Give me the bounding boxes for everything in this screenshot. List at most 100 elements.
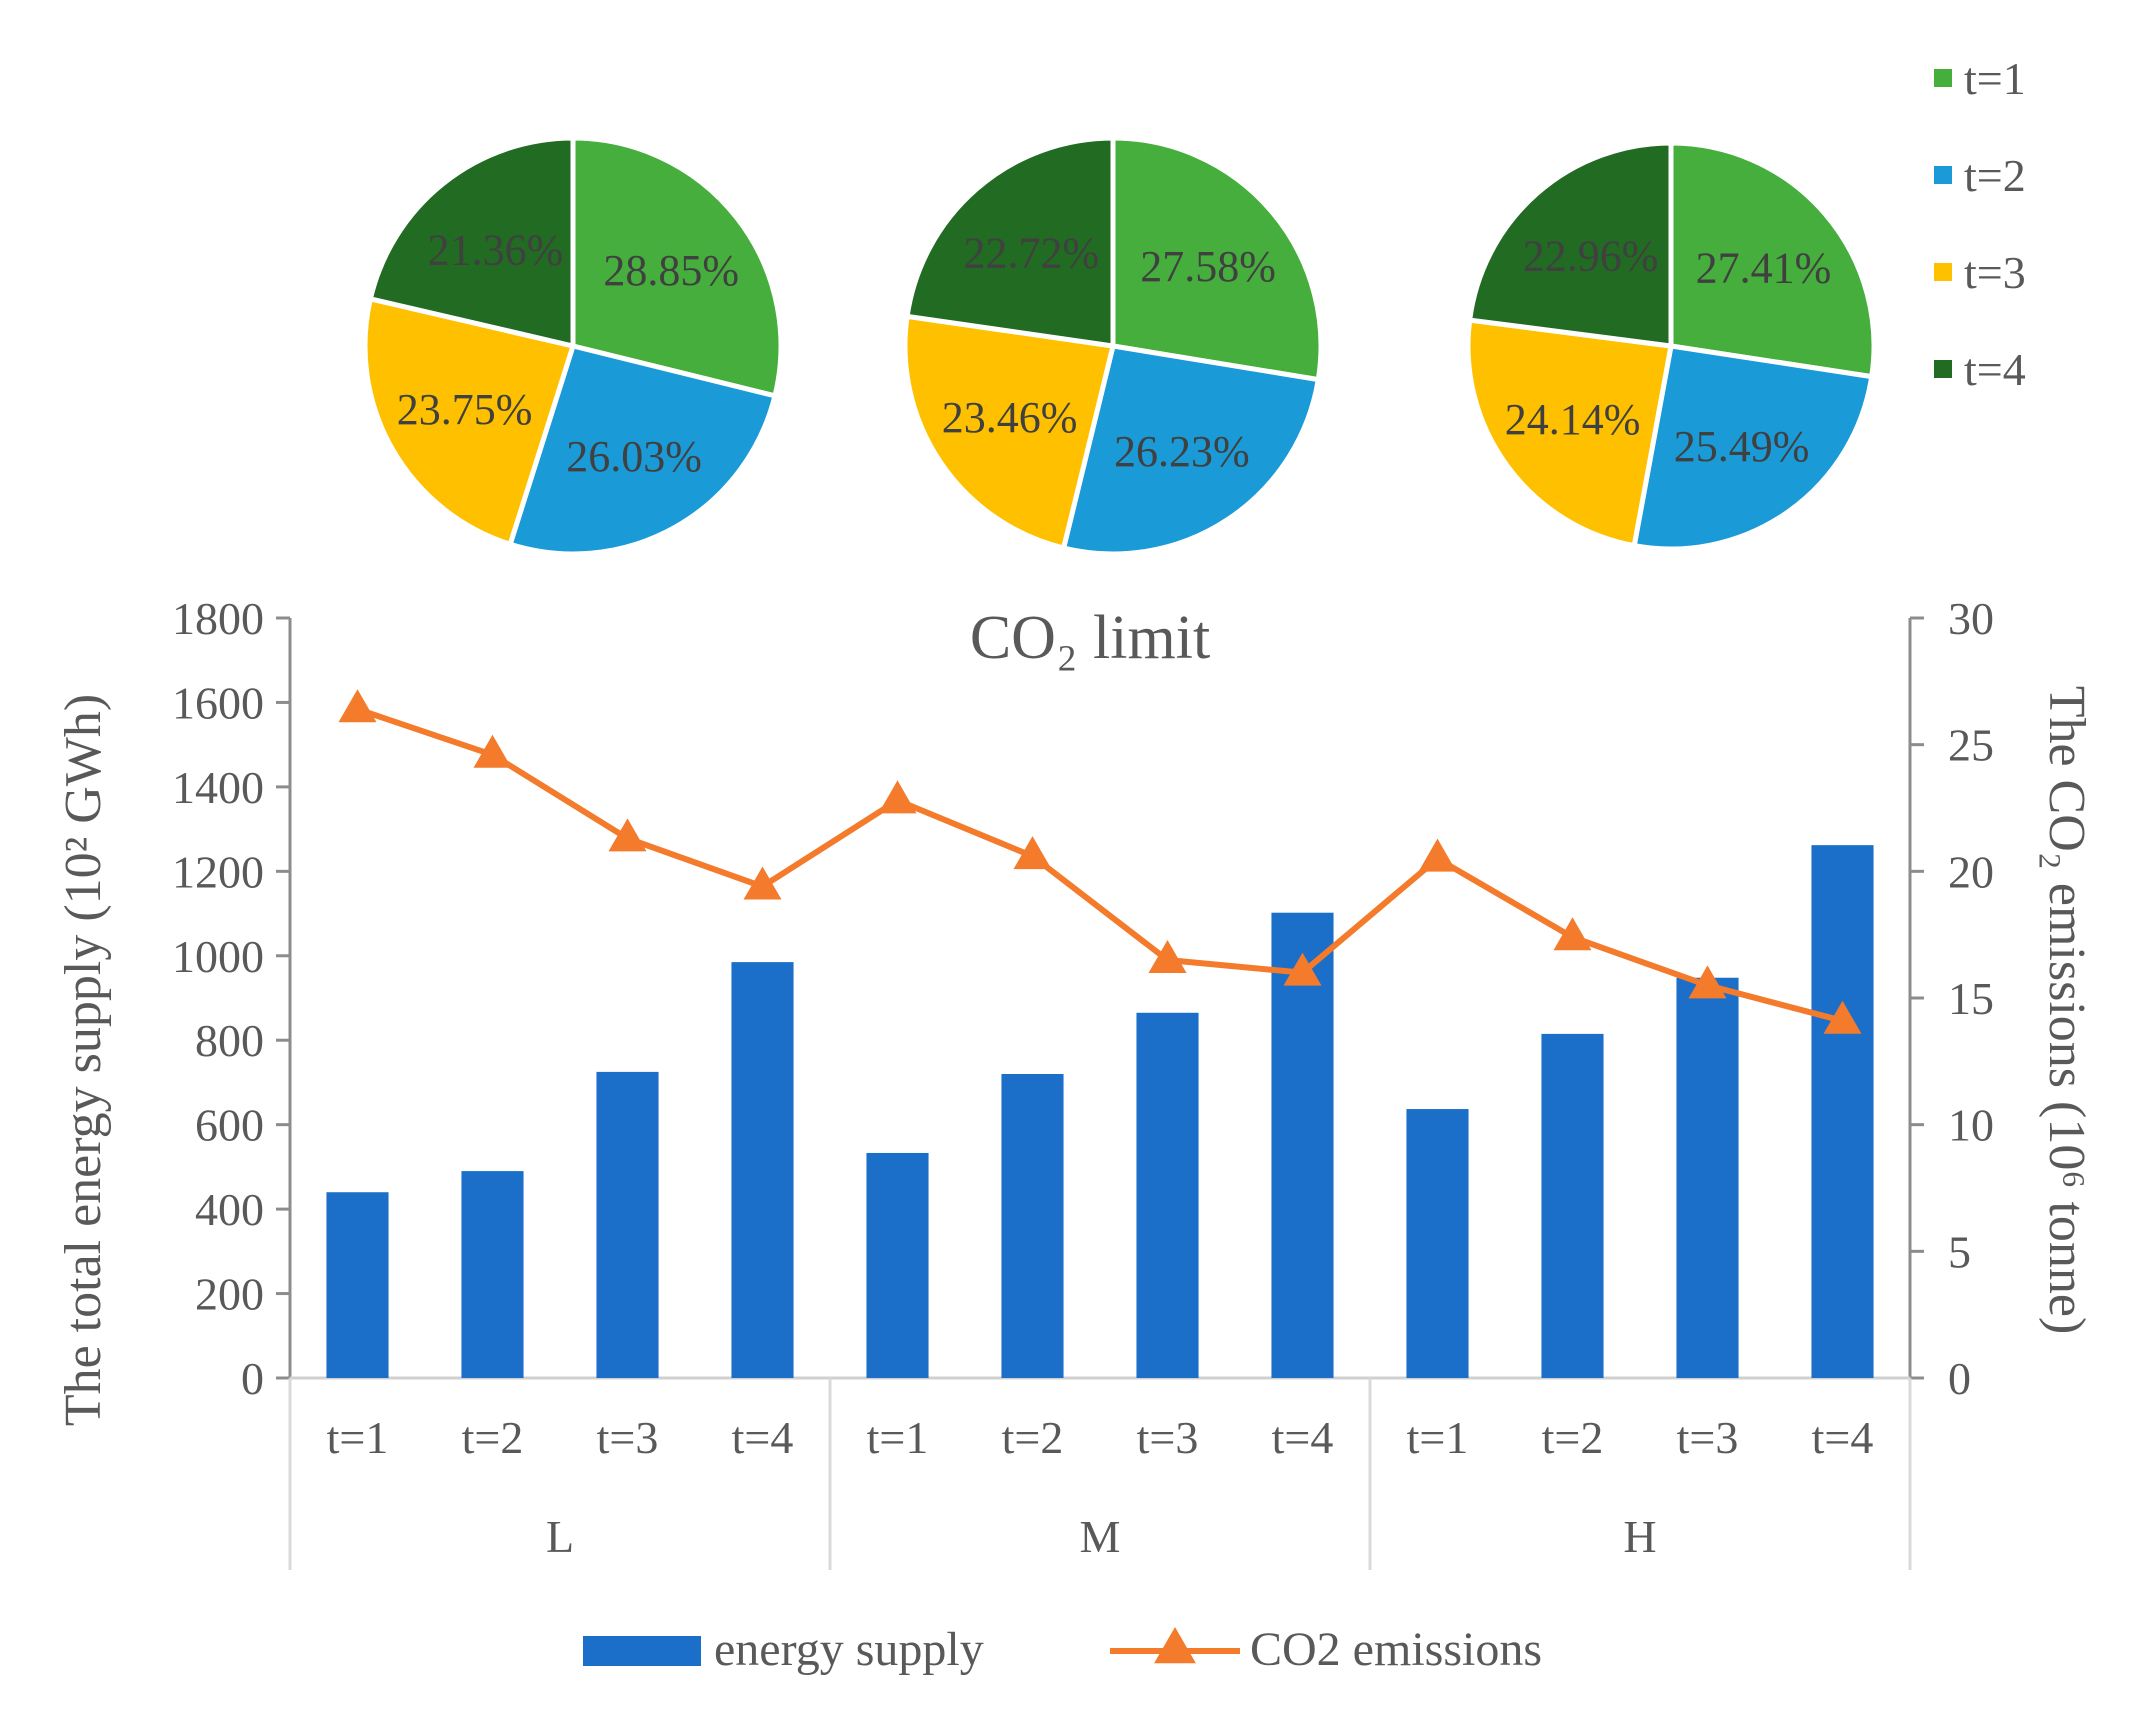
pie-slice-l-t4 — [367, 135, 576, 350]
pie-slice-m-t3 — [902, 313, 1117, 552]
x-tick-label: t=4 — [1812, 1412, 1874, 1463]
pie-charts: 28.85% 26.03% 23.75% 21.36% 27.58% 26.23% 23.4… — [362, 135, 1877, 557]
x-tick-label: t=1 — [327, 1412, 389, 1463]
x-tick-label: t=1 — [867, 1412, 929, 1463]
y-tick-label: 1600 — [172, 677, 264, 728]
co2-emissions-marker — [1823, 1000, 1862, 1034]
y2-tick-label: 0 — [1948, 1353, 1971, 1404]
y2-tick-label: 15 — [1948, 973, 1994, 1024]
energy-supply-bars — [326, 845, 1874, 1378]
energy-supply-bar — [731, 962, 794, 1378]
x-tick-label: t=3 — [597, 1412, 659, 1463]
x-tick-label: t=2 — [1542, 1412, 1604, 1463]
energy-supply-bar — [1406, 1109, 1469, 1378]
pie-slice-m-t2 — [1060, 343, 1322, 557]
pie-slice-m-t4 — [904, 135, 1116, 349]
axes: 0 200 400 600 800 1000 1200 1400 1600 1800 0 5 10 15 2… — [172, 593, 1994, 1404]
legend-swatch-t3 — [1934, 263, 1952, 281]
pie-data-label: 27.58% — [1140, 242, 1276, 291]
pie-data-label: 23.46% — [942, 393, 1078, 442]
co2-emissions-marker — [1148, 940, 1187, 973]
co2-emissions-line — [338, 689, 1862, 1034]
pie-slice-h-t3 — [1465, 317, 1674, 549]
y-tick-label: 1400 — [172, 762, 264, 813]
x-tick-label: t=2 — [462, 1412, 524, 1463]
co2-emissions-marker — [1283, 952, 1322, 986]
pie-slice-m-t1 — [1110, 135, 1324, 383]
co2-emissions-marker — [338, 689, 377, 723]
energy-supply-bar — [1271, 912, 1334, 1378]
y-tick-label: 200 — [195, 1269, 264, 1320]
pie-h: 27.41% 25.49% 24.14% 22.96% — [1465, 140, 1877, 552]
co2-emissions-marker — [473, 734, 512, 768]
y2-tick-label: 20 — [1948, 846, 1994, 897]
pie-slice-l-t1 — [570, 135, 784, 399]
co2-emissions-polyline — [356, 706, 1844, 1024]
chart-legend: energy supply CO2 emissions — [583, 1623, 1542, 1676]
x-tick-label: t=4 — [732, 1412, 794, 1463]
legend-swatch-t4 — [1934, 360, 1952, 378]
pie-data-label: 27.41% — [1696, 244, 1832, 293]
co2-emissions-marker — [878, 780, 917, 814]
pie-data-label: 21.36% — [428, 225, 564, 274]
co2-emissions-marker — [1418, 838, 1457, 872]
y2-tick-label: 30 — [1948, 593, 1994, 644]
legend-label-energy-supply: energy supply — [714, 1623, 984, 1676]
co2-emissions-marker — [743, 866, 782, 900]
pie-slice-h-t1 — [1668, 140, 1877, 380]
x-group-label: L — [546, 1511, 574, 1562]
pie-l: 28.85% 26.03% 23.75% 21.36% — [362, 135, 784, 557]
y-axis-label: The total energy supply (10² GWh) — [55, 694, 112, 1426]
y-tick-label: 800 — [195, 1015, 264, 1066]
x-tick-label: t=1 — [1407, 1412, 1469, 1463]
x-group-label: M — [1080, 1511, 1121, 1562]
pie-legend-label: t=3 — [1964, 247, 2026, 298]
pie-data-label: 22.72% — [963, 229, 1099, 278]
energy-supply-bar — [1136, 1012, 1199, 1378]
y2-tick-label: 25 — [1948, 720, 1994, 771]
legend-label-co2-emissions: CO2 emissions — [1250, 1623, 1542, 1676]
pie-m: 27.58% 26.23% 23.46% 22.72% — [902, 135, 1324, 557]
pie-data-label: 23.75% — [397, 385, 533, 434]
pie-data-label: 28.85% — [603, 246, 739, 295]
pie-slice-l-t2 — [507, 343, 778, 557]
energy-supply-bar — [866, 1152, 929, 1378]
pie-legend-label: t=2 — [1964, 150, 2026, 201]
pie-legend-label: t=4 — [1964, 344, 2026, 395]
x-tick-label: t=3 — [1137, 1412, 1199, 1463]
y2-axis-label: The CO₂ emissions (10⁶ tonne) — [2038, 686, 2095, 1335]
energy-supply-bar — [1676, 977, 1739, 1378]
legend-triangle-icon — [1154, 1627, 1196, 1664]
x-group-label: H — [1623, 1511, 1656, 1562]
legend-bar-swatch — [583, 1636, 701, 1666]
x-tick-label: t=4 — [1272, 1412, 1334, 1463]
co2-emissions-marker — [608, 818, 647, 852]
energy-supply-bar — [461, 1171, 524, 1378]
y-tick-label: 0 — [241, 1353, 264, 1404]
y-tick-label: 1200 — [172, 846, 264, 897]
chart-title: CO₂ limit — [970, 604, 1210, 672]
pie-data-label: 26.03% — [566, 432, 702, 481]
energy-supply-bar — [1811, 845, 1874, 1378]
pie-data-label: 25.49% — [1674, 422, 1810, 471]
co2-emissions-marker — [1688, 965, 1727, 999]
y-tick-label: 600 — [195, 1100, 264, 1151]
legend-swatch-t1 — [1934, 69, 1952, 87]
pie-data-label: 26.23% — [1114, 427, 1250, 476]
energy-supply-bar — [1001, 1074, 1064, 1378]
x-tick-label: t=2 — [1002, 1412, 1064, 1463]
x-tick-label: t=3 — [1677, 1412, 1739, 1463]
pie-legend-label: t=1 — [1964, 53, 2026, 104]
category-axis: t=1 t=2 t=3 t=4 t=1 t=2 t=3 t=4 t=1 t=2 t=3 t=4 L M H — [288, 1378, 1912, 1570]
energy-supply-bar — [1541, 1033, 1604, 1378]
pie-data-label: 22.96% — [1523, 232, 1659, 281]
energy-supply-bar — [596, 1071, 659, 1378]
y2-tick-label: 10 — [1948, 1100, 1994, 1151]
pie-data-label: 24.14% — [1505, 395, 1641, 444]
legend-swatch-t2 — [1934, 166, 1952, 184]
y-tick-label: 1000 — [172, 931, 264, 982]
pie-legend: t=1 t=2 t=3 t=4 — [1934, 53, 2026, 395]
combo-chart: CO₂ limit 020040060080010001200140016001… — [55, 593, 2095, 1570]
y-tick-label: 400 — [195, 1184, 264, 1235]
